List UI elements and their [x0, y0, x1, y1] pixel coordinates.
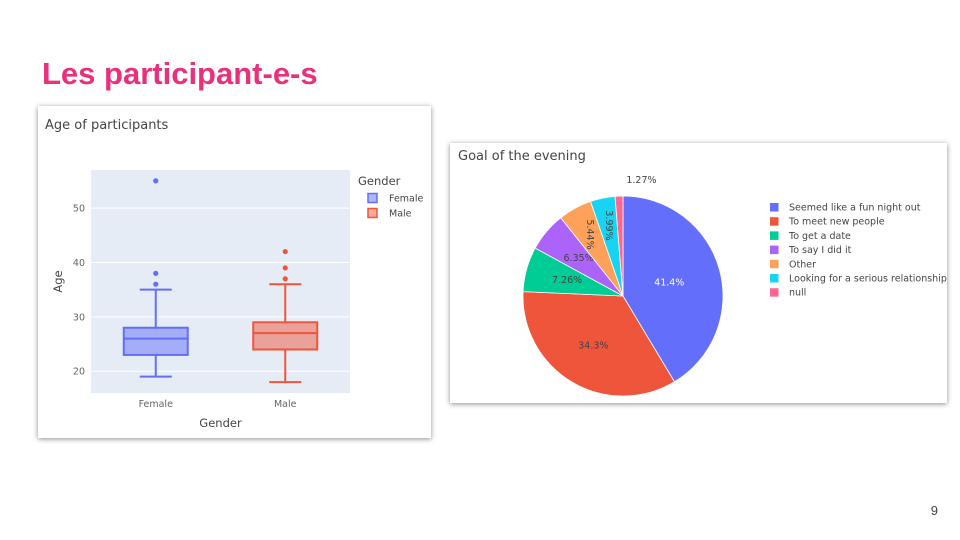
x-tick-label: Male — [274, 399, 297, 410]
slide-title: Les participant-e-s — [42, 56, 318, 91]
legend-label-female: Female — [389, 194, 424, 205]
legend-title: Gender — [358, 174, 401, 188]
pie-slice — [614, 195, 624, 297]
pie-legend-label: Looking for a serious relationship — [789, 274, 947, 285]
pie-legend-swatch — [770, 231, 779, 240]
slice-label: 3.99% — [603, 210, 614, 240]
pie-legend-swatch — [770, 217, 779, 226]
pie-legend-label: Seemed like a fun night out — [789, 203, 921, 214]
slice-label: 5.44% — [584, 219, 595, 249]
pie-legend-swatch — [770, 245, 779, 255]
x-tick-label: Female — [139, 399, 174, 410]
page-number: 9 — [930, 503, 938, 518]
goal-pie-chart: Goal of the evening 41.4% 34.3% 7.26% 6.35% 5… — [458, 149, 947, 397]
legend-label-male: Male — [389, 209, 412, 220]
y-tick-label: 20 — [73, 367, 85, 378]
age-boxplot: Age of participants 20 30 40 50 Female Male Gen… — [45, 118, 424, 430]
box-female — [122, 178, 189, 378]
legend-swatch-female — [367, 192, 378, 204]
goal-pie-card: Goal of the evening 41.4% 34.3% 7.26% 6.35% 5… — [450, 143, 947, 403]
pie-legend-swatch — [770, 274, 779, 283]
pie-legend-swatch — [770, 288, 779, 297]
pie-legend-label: To say I did it — [788, 245, 852, 256]
outlier-point — [282, 248, 288, 255]
x-axis-title: Gender — [199, 416, 242, 430]
pie-legend-label: To meet new people — [788, 217, 885, 228]
y-tick-label: 40 — [73, 258, 85, 269]
slice-label: 7.26% — [552, 275, 582, 286]
slice-label: 6.35% — [564, 253, 594, 264]
legend-swatch-male — [367, 207, 378, 219]
slice-label: 1.27% — [626, 175, 656, 186]
pie-title: Goal of the evening — [458, 149, 586, 164]
y-tick-label: 30 — [73, 312, 85, 323]
plot-background — [91, 170, 350, 393]
y-tick-label: 50 — [73, 204, 85, 215]
outlier-point — [153, 270, 159, 276]
pie-legend-swatch — [770, 203, 779, 212]
y-axis-title: Age — [51, 270, 65, 292]
slice-label: 34.3% — [578, 340, 608, 351]
age-boxplot-card: Age of participants 20 30 40 50 Female Male Gen… — [38, 106, 431, 438]
pie-legend-swatch — [770, 259, 779, 269]
box-male — [252, 248, 319, 384]
outlier-point — [153, 178, 159, 184]
boxplot-title: Age of participants — [45, 118, 169, 133]
outlier-point — [153, 281, 159, 287]
pie-slice — [522, 291, 676, 397]
iqr-box — [252, 321, 319, 351]
slice-label: 41.4% — [654, 278, 684, 289]
outlier-point — [282, 276, 288, 282]
iqr-box — [122, 326, 189, 356]
pie-legend-label: To get a date — [788, 231, 851, 242]
pie-legend-label: Other — [789, 259, 816, 270]
pie-legend-label: null — [789, 288, 806, 299]
pie-slice — [622, 195, 724, 383]
outlier-point — [282, 265, 288, 271]
